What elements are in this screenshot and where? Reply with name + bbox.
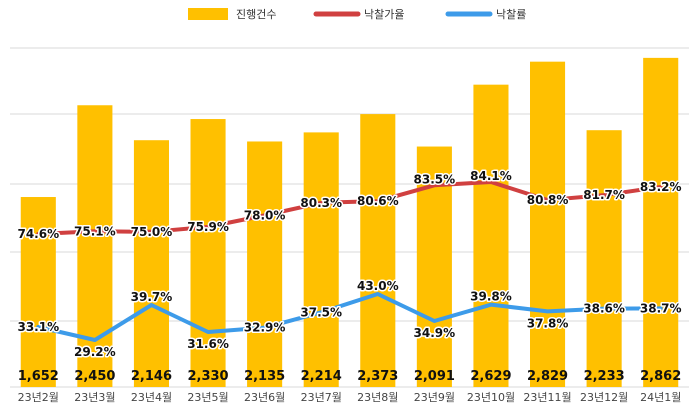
- legend-swatch-bars: [188, 8, 228, 20]
- bar-8: [473, 84, 509, 387]
- x-tick-label-1: 23년3월: [74, 391, 115, 404]
- series-1-label-5: 37.5%: [300, 305, 342, 319]
- x-tick-label-11: 24년1월: [640, 391, 681, 404]
- x-tick-label-9: 23년11월: [523, 391, 571, 404]
- bar-2: [133, 140, 169, 387]
- series-0-point-9: [546, 198, 550, 202]
- bar-6: [360, 114, 396, 387]
- bar-label-0: 1,652: [18, 369, 59, 384]
- bar-label-8: 2,629: [470, 369, 511, 384]
- series-1-point-7: [432, 319, 436, 323]
- series-1-label-3: 31.6%: [187, 337, 229, 351]
- series-0-point-11: [659, 185, 663, 189]
- x-tick-label-8: 23년10월: [467, 391, 515, 404]
- bar-series: [20, 57, 679, 388]
- series-1-point-6: [376, 292, 380, 296]
- series-0-label-1: 75.1%: [74, 224, 116, 238]
- series-0-point-1: [93, 229, 97, 233]
- series-1-point-10: [602, 307, 606, 311]
- legend-label-0: 진행건수: [236, 8, 276, 21]
- series-1-point-0: [36, 325, 40, 329]
- series-0-label-8: 84.1%: [470, 169, 512, 183]
- bar-label-9: 2,829: [527, 369, 568, 384]
- bar-9: [530, 61, 566, 387]
- series-0-label-9: 80.8%: [527, 193, 569, 207]
- x-tick-label-4: 23년6월: [244, 391, 285, 404]
- series-1-label-11: 38.7%: [640, 301, 682, 315]
- series-0-label-2: 75.0%: [131, 225, 173, 239]
- line-series: [36, 180, 663, 342]
- x-axis: 23년2월 23년3월 23년4월 23년5월 23년6월 23년7월 23년8월 23년9월…: [18, 391, 682, 404]
- series-0-label-6: 80.6%: [357, 194, 399, 208]
- bar-label-1: 2,450: [74, 369, 115, 384]
- series-line-1: [36, 292, 663, 342]
- bar-0: [20, 197, 56, 387]
- line-data-labels: 74.6% 75.1% 75.0% 75.9% 78.0% 80.3% 80.6% 83.5%…: [16, 168, 683, 361]
- series-1-label-2: 39.7%: [131, 290, 173, 304]
- series-0-label-5: 80.3%: [300, 196, 342, 210]
- series-0-label-7: 83.5%: [414, 172, 456, 186]
- series-1-label-8: 39.8%: [470, 290, 512, 304]
- x-tick-label-0: 23년2월: [18, 391, 59, 404]
- bar-3: [190, 119, 226, 388]
- series-0-point-10: [602, 193, 606, 197]
- bar-4: [247, 141, 283, 387]
- bar-11: [643, 57, 679, 388]
- series-1-label-9: 37.8%: [527, 316, 569, 330]
- bar-label-10: 2,233: [584, 369, 625, 384]
- bar-label-3: 2,330: [187, 369, 228, 384]
- series-1-label-7: 34.9%: [414, 326, 456, 340]
- series-0-label-11: 83.2%: [640, 180, 682, 194]
- bar-label-6: 2,373: [357, 369, 398, 384]
- series-0-point-5: [319, 201, 323, 205]
- bar-10: [586, 130, 622, 387]
- series-0-label-10: 81.7%: [583, 188, 625, 202]
- series-1-point-9: [546, 309, 550, 313]
- series-0-point-8: [489, 180, 493, 184]
- bar-label-2: 2,146: [131, 369, 172, 384]
- series-1-label-6: 43.0%: [357, 279, 399, 293]
- series-0-point-3: [206, 225, 210, 229]
- series-0-label-3: 75.9%: [187, 220, 229, 234]
- series-1-label-0: 33.1%: [17, 320, 59, 334]
- series-0-point-4: [263, 213, 267, 217]
- legend: 진행건수 낙찰가율 낙찰률: [188, 8, 526, 21]
- series-1-label-10: 38.6%: [583, 302, 625, 316]
- bar-label-4: 2,135: [244, 369, 285, 384]
- series-1-point-3: [206, 330, 210, 334]
- series-0-point-0: [36, 232, 40, 236]
- series-1-point-5: [319, 310, 323, 314]
- series-1-label-4: 32.9%: [244, 321, 286, 335]
- legend-label-1: 낙찰가율: [364, 8, 404, 21]
- series-0-label-4: 78.0%: [244, 208, 286, 222]
- series-1-point-4: [263, 326, 267, 330]
- series-1-point-8: [489, 303, 493, 307]
- x-tick-label-3: 23년5월: [187, 391, 228, 404]
- x-tick-label-5: 23년7월: [301, 391, 342, 404]
- x-tick-label-6: 23년8월: [357, 391, 398, 404]
- bar-label-7: 2,091: [414, 369, 455, 384]
- series-1-point-2: [149, 303, 153, 307]
- bar-5: [303, 132, 339, 387]
- series-0-label-0: 74.6%: [17, 227, 59, 241]
- series-line-0: [36, 180, 663, 236]
- series-1-label-1: 29.2%: [74, 345, 116, 359]
- x-tick-label-2: 23년4월: [131, 391, 172, 404]
- bar-label-11: 2,862: [640, 369, 681, 384]
- legend-label-2: 낙찰률: [496, 8, 526, 21]
- series-0-point-6: [376, 199, 380, 203]
- bar-label-5: 2,214: [301, 369, 342, 384]
- series-1-point-1: [93, 338, 97, 342]
- x-tick-label-10: 23년12월: [580, 391, 628, 404]
- bar-data-labels: 1,652 2,450 2,146 2,330 2,135 2,214 2,373 2,091…: [18, 369, 682, 384]
- series-0-point-2: [149, 230, 153, 234]
- x-tick-label-7: 23년9월: [414, 391, 455, 404]
- series-1-point-11: [659, 306, 663, 310]
- series-0-point-7: [432, 183, 436, 187]
